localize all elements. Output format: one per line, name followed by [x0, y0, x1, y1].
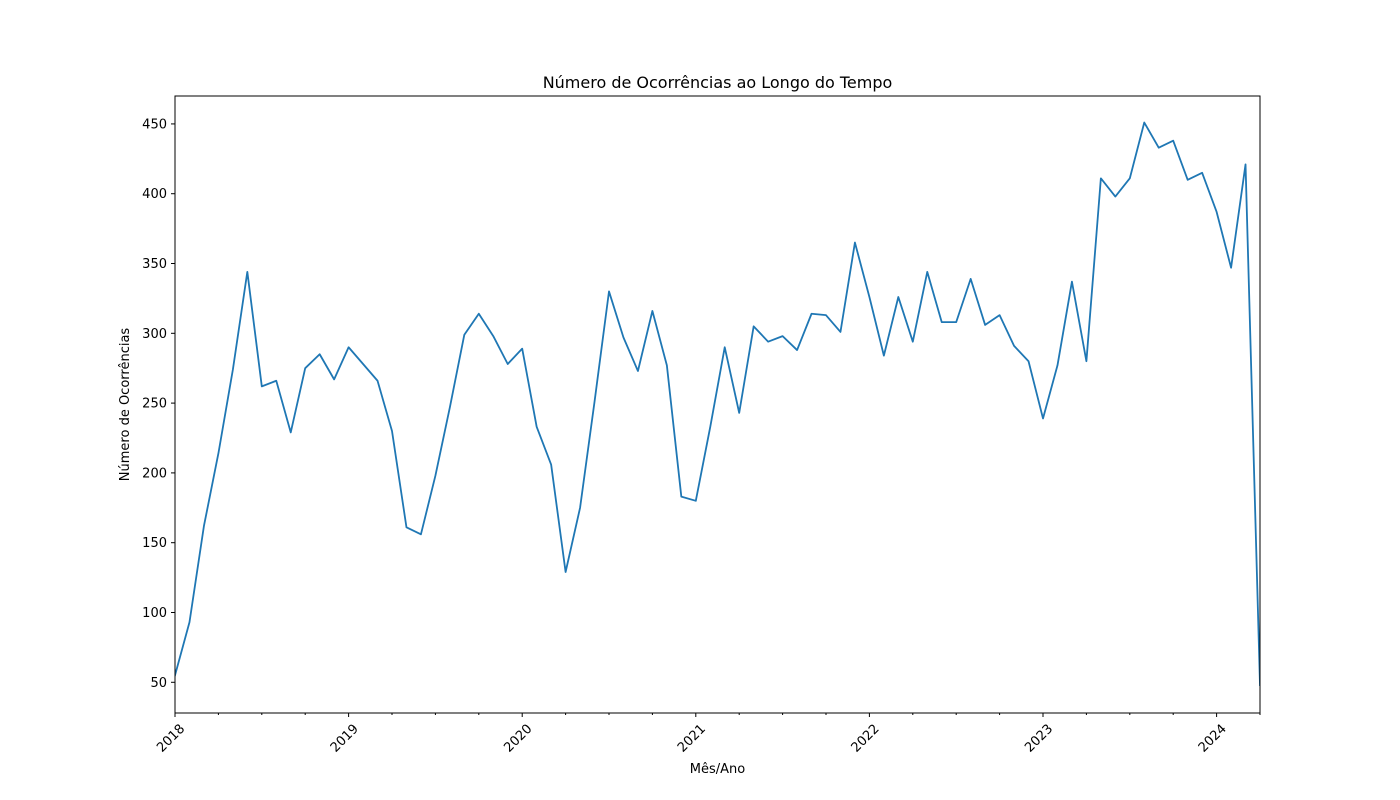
y-tick-label: 300	[142, 327, 167, 342]
y-tick-label: 150	[142, 536, 167, 551]
chart-title: Número de Ocorrências ao Longo do Tempo	[543, 73, 893, 92]
y-tick-label: 450	[142, 117, 167, 132]
y-axis-ticks: 50 100 150 200 250 300 350 400 450	[142, 117, 175, 691]
x-axis-label: Mês/Ano	[690, 762, 745, 777]
y-tick-label: 50	[150, 676, 167, 691]
y-tick-label: 200	[142, 466, 167, 481]
y-tick-label: 250	[142, 397, 167, 412]
series-line	[175, 121, 1260, 687]
y-tick-label: 100	[142, 606, 167, 621]
plot-frame	[174, 95, 1261, 714]
y-tick-label: 400	[142, 187, 167, 202]
y-axis-label: Número de Ocorrências	[118, 328, 133, 482]
y-tick-label: 350	[142, 257, 167, 272]
